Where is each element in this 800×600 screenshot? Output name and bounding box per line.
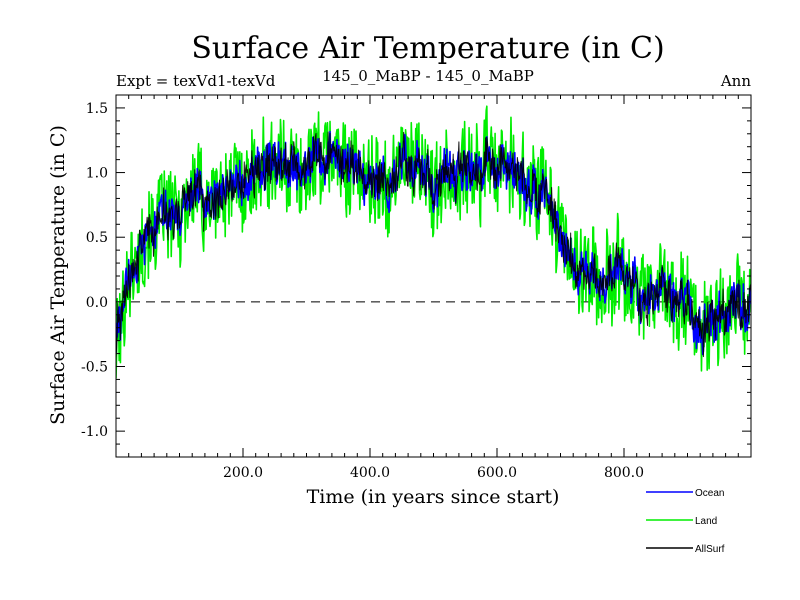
x-tick-label: 400.0 [350, 465, 390, 481]
x-ticks: 200.0 400.0 600.0 800.0 [115, 95, 752, 481]
series-group [116, 105, 751, 379]
y-tick-label: 1.0 [86, 166, 108, 182]
y-ticks: -1.0 -0.5 0.0 0.5 1.0 1.5 [81, 94, 751, 458]
plot-frame [115, 94, 752, 458]
y-tick-label: 0.0 [86, 295, 108, 311]
x-tick-label: 600.0 [477, 465, 517, 481]
legend-label-land: Land [695, 516, 717, 527]
legend-label-ocean: Ocean [695, 488, 724, 499]
x-axis-label: Time (in years since start) [307, 486, 560, 508]
y-tick-label: -1.0 [81, 424, 108, 440]
subtitle-right: Ann [720, 72, 751, 90]
x-tick-label: 800.0 [604, 465, 644, 481]
legend-label-allsurf: AllSurf [695, 544, 725, 555]
series-line-ocean [116, 130, 751, 356]
x-tick-label: 200.0 [223, 465, 263, 481]
chart-title: Surface Air Temperature (in C) [191, 31, 664, 66]
y-axis-label: Surface Air Temperature (in C) [47, 125, 69, 425]
legend: Ocean Land AllSurf [646, 488, 725, 555]
series-line-allsurf [116, 131, 751, 358]
series-line-land [116, 105, 751, 379]
y-tick-label: 1.5 [86, 101, 108, 117]
subtitle-center: 145_0_MaBP - 145_0_MaBP [322, 67, 534, 85]
y-tick-label: 0.5 [86, 230, 108, 246]
subtitle-left: Expt = texVd1-texVd [116, 72, 276, 90]
y-tick-label: -0.5 [81, 360, 108, 376]
